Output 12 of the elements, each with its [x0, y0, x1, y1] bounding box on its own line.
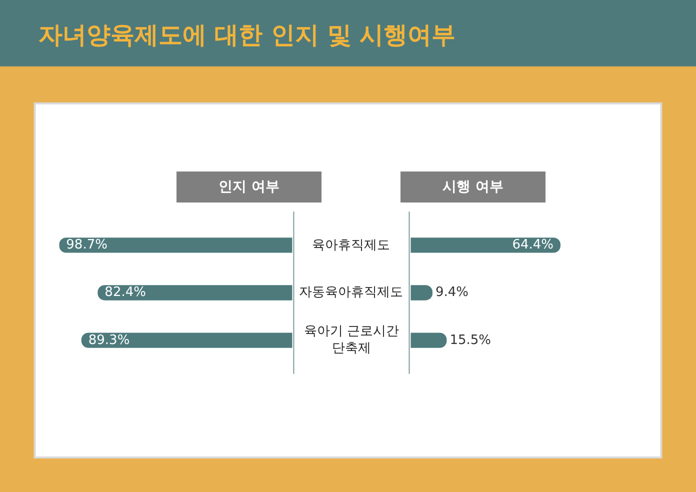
chart-subtitle: 시행 여부: [442, 179, 504, 195]
data-label: 9.4%: [436, 285, 469, 300]
data-label: 89.3%: [88, 332, 130, 348]
data-label: 82.4%: [104, 285, 146, 300]
data-label: 15.5%: [450, 332, 492, 348]
category-label: 육아휴직제도: [312, 238, 390, 253]
category-label: 육아기 근로시간 단축제: [304, 324, 400, 356]
category-label: 자동육아휴직제도: [299, 285, 403, 300]
data-label: 64.4%: [512, 238, 554, 253]
data-label: 98.7%: [66, 238, 108, 253]
chart-title: 자녀양육제도에 대한 인지 및 시행여부: [38, 20, 456, 49]
chart-subtitle: 인지 여부: [218, 179, 280, 195]
